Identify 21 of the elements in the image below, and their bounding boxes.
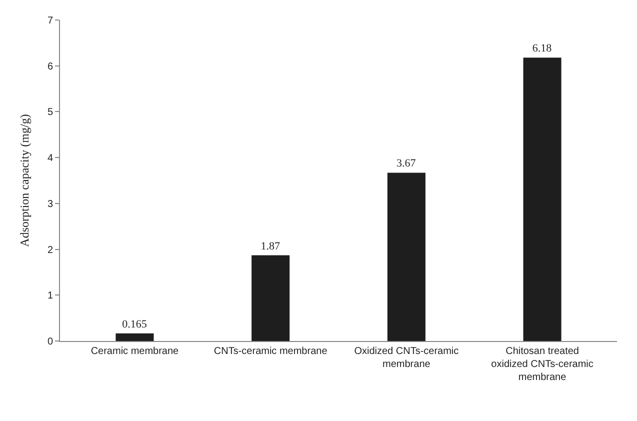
- x-tick-label: CNTs-ceramic membrane: [214, 346, 328, 357]
- x-tick-label: Ceramic membrane: [90, 346, 180, 357]
- y-tick-label: 4: [47, 153, 54, 164]
- data-label: 1.87: [260, 240, 280, 252]
- y-tick-label: 5: [47, 107, 54, 118]
- y-tick-label: 3: [47, 198, 54, 210]
- data-label: 6.18: [532, 42, 552, 55]
- x-tick-label: Chitosan treated oxidized CNTs-ceramic membrane: [491, 346, 594, 383]
- y-tick-label: 1: [47, 290, 54, 302]
- data-label: 0.165: [122, 318, 148, 330]
- bar: [523, 58, 562, 341]
- y-tick-label: 7: [47, 16, 54, 26]
- bar: [387, 172, 426, 341]
- y-tick-label: 2: [47, 244, 54, 256]
- bar: [252, 255, 290, 341]
- y-axis-title: Adsorption capacity (mg/g): [18, 114, 32, 247]
- y-tick-label: 6: [47, 61, 54, 72]
- y-tick-label: 0: [47, 336, 54, 348]
- data-label: 3.67: [396, 158, 416, 170]
- bar: [116, 333, 154, 341]
- x-tick-label: Oxidized CNTs-ceramic membrane: [354, 346, 459, 370]
